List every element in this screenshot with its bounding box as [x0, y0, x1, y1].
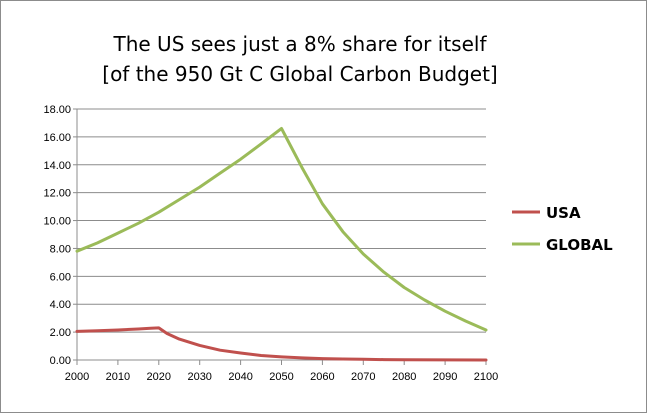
axes	[73, 108, 487, 365]
legend: USA GLOBAL	[512, 204, 613, 254]
x-tick-label: 2000	[65, 371, 89, 383]
gridlines	[77, 108, 486, 333]
x-tick-label: 2010	[106, 371, 130, 383]
series-line-usa	[75, 326, 488, 362]
chart-title-line-2: [of the 950 Gt C Global Carbon Budget]	[102, 62, 498, 86]
y-tick-label: 12.00	[43, 188, 71, 200]
x-tick-label: 2020	[147, 371, 171, 383]
x-tick-label: 2090	[433, 371, 457, 383]
y-tick-label: 14.00	[43, 160, 71, 172]
x-tick-label: 2080	[392, 371, 416, 383]
series-lines	[75, 127, 488, 362]
x-tick-label: 2060	[310, 371, 334, 383]
x-tick-labels: 2000 2010 2020 2030 2040 2050 2060 2070 2080 2090…	[65, 371, 498, 383]
y-tick-label: 0.00	[50, 355, 71, 367]
x-tick-label: 2050	[269, 371, 293, 383]
y-tick-label: 2.00	[50, 327, 71, 339]
y-tick-label: 8.00	[50, 243, 71, 255]
y-tick-label: 10.00	[43, 216, 71, 228]
y-tick-label: 18.00	[43, 104, 71, 116]
y-tick-label: 16.00	[43, 132, 71, 144]
y-tick-label: 6.00	[50, 271, 71, 283]
x-tick-label: 2040	[228, 371, 252, 383]
y-tick-label: 4.00	[50, 299, 71, 311]
legend-label-global: GLOBAL	[546, 236, 613, 254]
x-tick-label: 2030	[187, 371, 211, 383]
x-tick-label: 2100	[474, 371, 498, 383]
x-tick-label: 2070	[351, 371, 375, 383]
series-line-global	[75, 127, 488, 332]
chart-title-line-1: The US sees just a 8% share for itself	[113, 32, 487, 56]
y-tick-labels: 0.00 2.00 4.00 6.00 8.00 10.00 12.00 14.00 16.00…	[43, 104, 71, 367]
legend-label-usa: USA	[546, 204, 581, 222]
